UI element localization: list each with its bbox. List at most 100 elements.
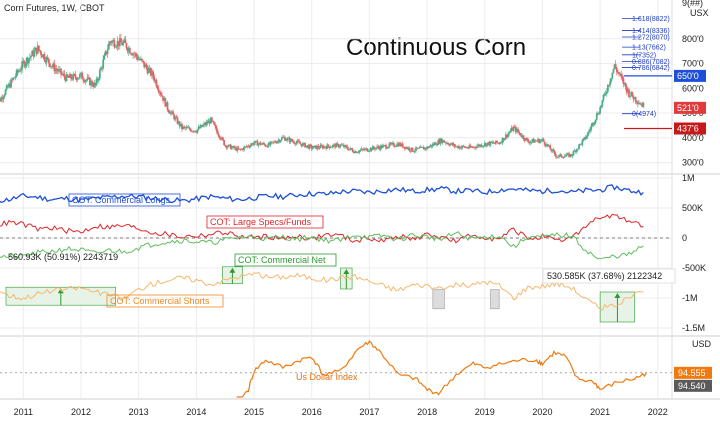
- candle-body: [276, 141, 279, 144]
- candle-body: [172, 111, 174, 115]
- candle-body: [250, 143, 253, 145]
- candle-body: [57, 69, 60, 72]
- candle-body: [520, 135, 523, 137]
- candle-body: [433, 142, 436, 145]
- candle-body: [244, 146, 247, 148]
- candle-body: [62, 73, 65, 75]
- candle-body: [290, 138, 293, 142]
- candle-body: [98, 70, 101, 79]
- candle-body: [437, 140, 440, 145]
- candle-body: [490, 141, 493, 143]
- candle-body: [602, 95, 605, 101]
- candle-body: [304, 142, 306, 148]
- candle-body: [371, 146, 374, 151]
- candle-body: [640, 104, 643, 105]
- candle-body: [15, 70, 18, 77]
- candle-body: [254, 140, 257, 143]
- annotation-left: 560.93K (50.91%) 2243719: [8, 252, 118, 262]
- candle-body: [126, 48, 129, 52]
- candle-body: [492, 142, 495, 144]
- candle-body: [642, 102, 645, 107]
- candle-body: [235, 147, 238, 151]
- candle-body: [558, 155, 560, 157]
- candle-body: [542, 138, 545, 142]
- candle-body: [237, 147, 240, 150]
- candle-body: [629, 95, 631, 97]
- candle-body: [612, 69, 615, 73]
- candle-body: [501, 137, 504, 143]
- candle-body: [410, 147, 413, 152]
- candle-body: [578, 144, 580, 149]
- candle-body: [44, 60, 47, 63]
- candle-body: [417, 147, 420, 149]
- candle-body: [252, 143, 254, 145]
- candle-body: [362, 149, 365, 151]
- candle-body: [329, 147, 332, 149]
- candle-body: [384, 145, 386, 146]
- candle-body: [360, 148, 363, 151]
- candle-body: [213, 121, 216, 125]
- candle-body: [626, 89, 629, 93]
- candle-body: [171, 111, 173, 113]
- candle-body: [435, 142, 437, 145]
- cot-tick-label: 500K: [682, 203, 703, 213]
- candle-body: [407, 147, 410, 149]
- candle-body: [295, 142, 298, 145]
- candle-body: [243, 146, 245, 151]
- candle-body: [548, 145, 551, 147]
- candle-body: [575, 149, 578, 152]
- candle-body: [110, 41, 112, 44]
- x-tick-label: 2021: [590, 407, 610, 417]
- candle-body: [591, 122, 594, 126]
- candle-body: [316, 146, 319, 150]
- dxy-tag-current: 94.555: [678, 368, 706, 378]
- candle-body: [402, 146, 405, 148]
- candle-body: [323, 146, 325, 149]
- candle-body: [344, 145, 346, 148]
- fib-level-label: 0(4974): [632, 111, 656, 118]
- candle-body: [77, 77, 80, 79]
- candle-body: [262, 143, 264, 145]
- candle-body: [283, 137, 285, 138]
- candle-body: [385, 145, 387, 149]
- candle-body: [16, 70, 19, 73]
- label-large-specs: COT: Large Specs/Funds: [210, 217, 312, 227]
- candle-body: [448, 144, 451, 146]
- candle-body: [94, 82, 97, 86]
- candle-body: [194, 130, 197, 132]
- candle-body: [553, 151, 556, 155]
- candle-body: [345, 145, 348, 147]
- candle-body: [331, 145, 334, 147]
- candle-body: [176, 117, 179, 124]
- candle-body: [420, 146, 423, 148]
- candle-body: [351, 149, 354, 152]
- candle-body: [42, 54, 45, 58]
- candle-body: [430, 145, 433, 147]
- candle-body: [229, 144, 232, 150]
- candle-body: [168, 112, 171, 114]
- candle-body: [118, 38, 121, 46]
- candle-body: [585, 136, 588, 139]
- candle-body: [374, 148, 376, 150]
- candle-body: [3, 94, 6, 98]
- candle-body: [480, 144, 483, 147]
- price-top-label: 9(##): [682, 0, 703, 8]
- x-tick-label: 2014: [186, 407, 206, 417]
- candle-body: [541, 138, 544, 140]
- candle-body: [200, 125, 203, 127]
- candle-body: [313, 145, 315, 148]
- price-tag-label: 650'0: [677, 71, 699, 81]
- candle-body: [149, 68, 152, 76]
- candle-body: [526, 138, 528, 140]
- candle-body: [68, 74, 71, 78]
- candle-body: [641, 104, 644, 107]
- candle-body: [103, 55, 106, 60]
- candle-body: [600, 105, 603, 108]
- candle-body: [372, 146, 375, 149]
- candle-body: [406, 147, 409, 149]
- fib-level-label: 1.414(8336): [632, 28, 670, 35]
- price-tick-label: 400'0: [682, 133, 704, 143]
- highlight-arrowhead: [229, 267, 236, 273]
- fib-level-label: 0.786(6842): [632, 65, 670, 72]
- dxy-tag-prev-box: [674, 379, 712, 392]
